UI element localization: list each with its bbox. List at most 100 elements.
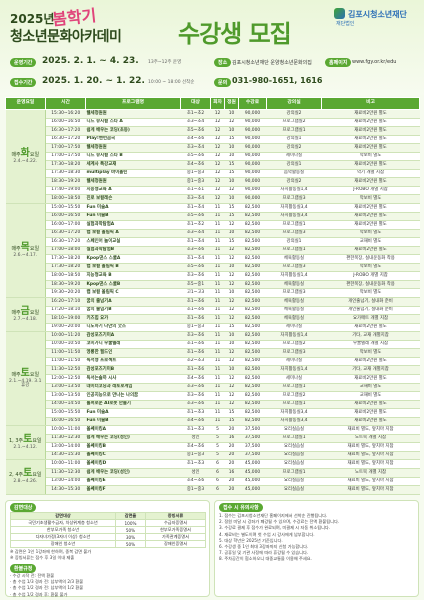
table-cell: 15 [224,417,239,427]
table-cell: 15 [224,237,239,247]
table-cell: 12:00~12:50 [45,374,86,384]
table-cell: 프로그램실3 [266,194,322,204]
table-cell: 재료비 별도, 앞치마 지참 [321,459,420,469]
table-cell: 13:00~13:50 [45,383,86,393]
table-cell: 11 [210,306,225,316]
table-cell: 프로그램실1 [266,400,322,410]
table-cell: 초3~초4 [180,194,211,204]
table-cell: 82,500 [238,220,267,230]
table-cell: 20 [224,477,239,487]
table-cell: 18:30~19:20 [45,280,86,290]
note-line: 1. 접수는 김포시청소년재단 홈페이지에서 선착순 진행됩니다. [219,513,328,518]
table-row: 16:00~16:50 Fun 미술B 초4~초6 11 15 82,500 자치활동실3,… [6,417,420,427]
table-cell: 10:00~11:00 [45,459,86,469]
day-name: 금 [20,305,30,317]
table-cell: 11 [210,383,225,393]
day-prefix: 2, 4주 [8,472,24,479]
table-cell: 11 [210,212,225,222]
table-row: 장애인 청소년 50% 장애인증명서 [10,540,206,548]
table-row: 14:00~14:50 롤퍼로운 AI로봇 만들기 초3~초6 11 12 82,500 프… [6,400,420,410]
table-cell: 82,500 [238,331,267,341]
table-cell: Fun 미술A [85,408,181,418]
table-cell: 16:20~17:10 [45,297,86,307]
table-cell: 인공지능으로 만나는 나의꿈 [85,391,181,401]
table-cell: 초4~초6 [180,135,211,145]
table-cell: 14:00~14:50 [45,400,86,410]
contact-web: www.fgy.or.kr/edu [352,59,397,65]
table-cell: 올쎄이킹E [85,477,181,487]
table-cell: 재료비2만원 별도 [321,400,420,410]
table-cell: 12 [224,186,239,196]
table-cell: 영롱한 필드인 [85,348,181,358]
table-cell: 12 [210,118,225,128]
table-cell: 10 [224,263,239,273]
table-cell: 17:00~17:50 [45,143,86,153]
table-cell: 10:00~10:50 [45,340,86,350]
table-row: 1, 3주토요일 2.1.~4.12. 10:00~11:00 올쎄이킹A 초1~초3 5… [5,425,420,461]
table-cell: 17:40~19:00 [45,186,86,196]
table-cell: 장애인증명서 [145,540,206,548]
table-cell: 편한복장, 실내운동화 착용 [321,254,420,264]
table-cell: 악보비 별도 [321,152,420,162]
table-cell: 노트북 개별 지참 [321,434,420,444]
table-cell: 자치활동실1,4 [266,186,322,196]
table-row: 16:00~17:00 실험과학탐험A 초1~초2 11 12 82,500 프로그램실1 재… [6,220,420,230]
table-cell: 82,500 [238,357,267,367]
table-cell: 실험과학탐험A [85,220,181,230]
table-cell: 초1~초6 [180,306,211,316]
table-cell: 재료비2만원 별도 [321,118,420,128]
table-cell: 개인줄넘기, 실내화 준비 [321,297,420,307]
table-row: 11:30~12:50 감성포즈기미B 초1~초6 11 10 82,500 자치활동실1,… [6,365,420,375]
table-row: 13:00~14:00 올쎄이킹E 초4~초6 6 20 45,000 요리실습실 재료비 별… [6,477,420,487]
table-cell: 초4~초6 [180,160,211,170]
info-value: 2025. 1. 20. ~ 1. 22. [42,76,145,86]
table-cell: 11 [210,357,225,367]
table-cell: 프로그램실3 [266,288,322,299]
table-cell: 10 [224,177,239,187]
table-cell: 20 [224,425,239,435]
table-row: 17:40~19:00 지능형교육 A 초1~초1 12 12 90,000 자치활동실1,… [6,186,420,196]
table-cell: 37,500 [238,451,267,461]
table-cell: 지능형교육 A [85,186,181,196]
table-cell: 12 [224,348,239,358]
table-cell: 11 [210,271,225,281]
table-cell: 10:00~11:20 [45,331,86,341]
note-line: 5. 대상 학년은 2025년 기준입니다. [219,537,283,543]
table-cell: 재료비 별도, 앞치마 지참 [321,425,420,435]
table-cell: 기타, 교재 개별지참 [321,331,420,341]
table-cell: 16:30~17:20 [45,237,86,247]
day-name: 목 [20,241,30,253]
table-cell: 12 [224,246,239,256]
table-cell: 82,500 [238,306,267,316]
table-cell: 12 [224,306,239,316]
table-row: 매주목요일 2.6.~4.17. 15:00~15:50 Fun 미술A 초1~초4 11… [5,203,420,299]
table-cell: 37,500 [238,425,267,435]
table-row: 11:00~11:50 독서형 프로젝트 초2~초3 11 12 82,500 세미나실 재료… [6,357,420,367]
table-cell: multiplay 바이올린 [85,169,181,179]
table-cell: 90,000 [238,160,267,170]
table-cell: 체육활동실 [266,297,322,307]
table-cell: 재료비2만원 별도 [321,203,420,213]
table-cell: 10 [224,126,239,136]
table-cell: 중1~중3 [180,451,211,461]
table-cell: 초1~초2 [180,220,211,230]
table-cell: 재료비2만원 별도 [321,135,420,145]
table-cell: 중1~중3 [180,169,211,179]
table-cell: 중1~중3 [180,323,211,333]
org-small: 재단법인 [336,21,355,27]
table-cell: 82,500 [238,280,267,290]
table-cell: Fun 미술A [85,203,181,213]
table-cell: 12 [224,271,239,281]
day-period: 2.7.~4.18. [13,316,38,322]
table-cell: 11 [210,314,225,324]
note-line: ※ 증빙서류는 접수 후 3일 이내 제출 [10,555,75,561]
table-cell: 45,000 [238,485,267,495]
table-cell: 90,000 [238,143,267,153]
table-cell: 6 [210,477,225,487]
table-cell: 10:00~11:00 [45,425,86,435]
table-cell: 프로그램실1 [266,383,322,393]
table-cell: 11 [210,229,225,239]
table-cell: 체육활동실 [266,280,322,290]
day-suffix: 요일 [32,472,42,479]
table-cell: 랩 보컬 올림픽 A [85,229,181,239]
